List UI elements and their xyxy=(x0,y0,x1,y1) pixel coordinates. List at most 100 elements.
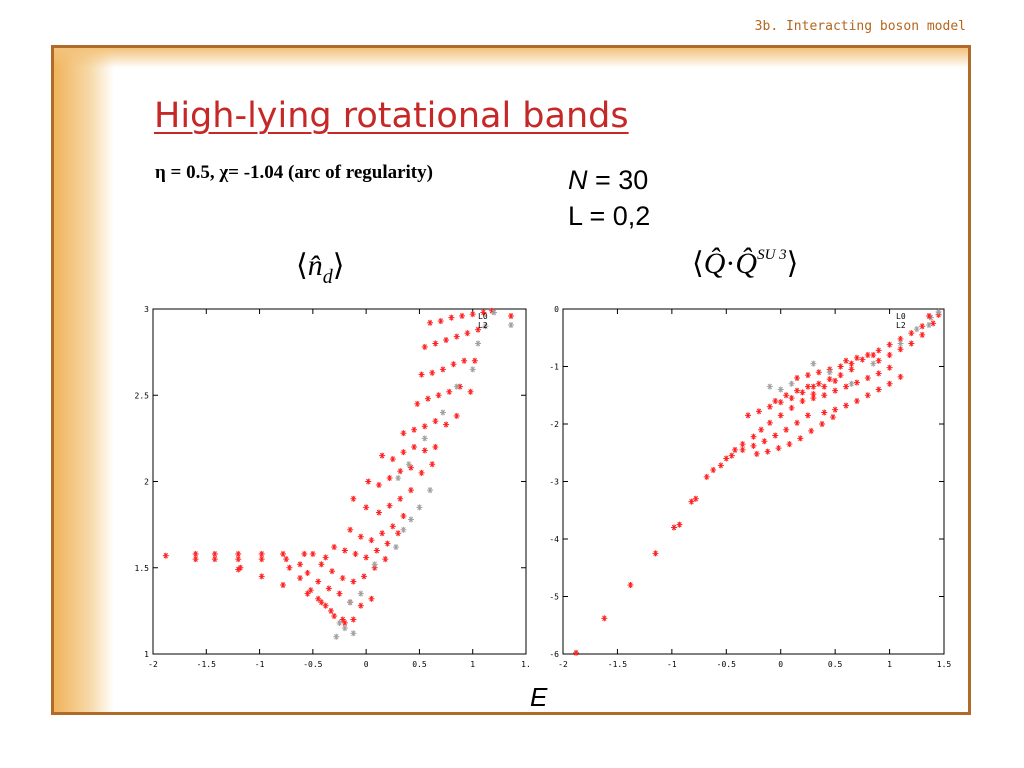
data-point-l0 xyxy=(772,432,779,439)
data-point-l0 xyxy=(750,442,757,449)
data-point-l0 xyxy=(703,473,710,480)
data-point-l0 xyxy=(361,573,368,580)
data-point-l2 xyxy=(475,340,482,347)
data-point-l2 xyxy=(913,326,920,333)
data-point-l0 xyxy=(329,568,336,575)
data-point-l0 xyxy=(280,550,287,557)
data-point-l0 xyxy=(804,372,811,379)
data-point-l0 xyxy=(908,340,915,347)
data-point-l0 xyxy=(717,462,724,469)
legend-label-l0: L0 xyxy=(478,312,488,321)
data-point-l0 xyxy=(397,495,404,502)
data-point-l0 xyxy=(429,369,436,376)
data-point-l0 xyxy=(676,521,683,528)
data-point-l0 xyxy=(304,569,311,576)
nd-sub: d xyxy=(322,266,333,288)
y-tick-label: 0 xyxy=(554,305,559,314)
legend-label-l2: L2 xyxy=(896,321,906,330)
data-point-l0 xyxy=(341,619,348,626)
n-value-line: N = 30 xyxy=(568,162,650,198)
y-tick-label: -6 xyxy=(549,650,559,659)
x-tick-label: 0.5 xyxy=(828,660,843,669)
left-plot-heading: ⟨n̂d⟩ xyxy=(296,248,344,289)
y-tick-label: 2.5 xyxy=(135,391,150,400)
data-point-l2 xyxy=(333,633,340,640)
data-point-l2 xyxy=(427,487,434,494)
data-point-l0 xyxy=(315,595,322,602)
data-point-l0 xyxy=(853,398,860,404)
data-point-l0 xyxy=(258,550,265,557)
data-point-l0 xyxy=(799,389,806,396)
data-point-l0 xyxy=(897,346,904,353)
page-title: High-lying rotational bands xyxy=(154,96,629,136)
data-point-l0 xyxy=(304,590,311,597)
data-point-l2 xyxy=(482,323,489,330)
data-point-l0 xyxy=(421,447,428,454)
data-point-l0 xyxy=(875,347,882,354)
data-point-l0 xyxy=(783,392,790,399)
data-point-l2 xyxy=(777,386,784,393)
data-point-l0 xyxy=(443,421,450,428)
y-tick-label: -5 xyxy=(549,593,559,602)
x-tick-label: -2 xyxy=(558,660,568,669)
data-point-l2 xyxy=(453,383,460,390)
data-point-l0 xyxy=(459,312,466,319)
data-point-l0 xyxy=(777,399,784,406)
data-point-l0 xyxy=(368,537,375,544)
data-point-l0 xyxy=(322,554,329,561)
data-point-l2 xyxy=(897,340,904,347)
data-point-l0 xyxy=(407,487,414,494)
data-point-l0 xyxy=(456,383,463,390)
data-point-l0 xyxy=(211,556,218,563)
data-point-l0 xyxy=(755,408,762,415)
data-point-l0 xyxy=(783,426,790,433)
data-point-l2 xyxy=(371,561,378,568)
data-point-l0 xyxy=(821,392,828,399)
data-point-l0 xyxy=(325,585,332,592)
data-point-l0 xyxy=(357,533,364,540)
data-point-l0 xyxy=(368,595,375,602)
data-point-l0 xyxy=(766,419,773,426)
data-point-l0 xyxy=(799,398,806,404)
data-point-l2 xyxy=(407,516,414,523)
data-point-l0 xyxy=(886,352,893,358)
data-point-l0 xyxy=(710,467,717,473)
data-point-l0 xyxy=(407,464,414,471)
data-point-l0 xyxy=(421,343,428,350)
data-point-l2 xyxy=(336,619,343,626)
data-point-l0 xyxy=(908,330,915,337)
x-tick-label: 1.5 xyxy=(937,660,952,669)
x-tick-label: -0.5 xyxy=(717,660,736,669)
data-point-l2 xyxy=(392,544,399,551)
data-point-l0 xyxy=(843,383,850,390)
data-point-l0 xyxy=(753,450,760,457)
data-point-l0 xyxy=(480,309,487,316)
data-point-l0 xyxy=(443,337,450,344)
data-point-l0 xyxy=(843,402,850,409)
su3-sup: SU 3 xyxy=(757,247,787,263)
data-point-l0 xyxy=(692,495,699,502)
data-point-l0 xyxy=(859,356,866,363)
parameters-text: η = 0.5, χ= -1.04 (arc of regularity) xyxy=(155,162,433,183)
data-point-l0 xyxy=(475,326,482,333)
data-point-l0 xyxy=(671,524,678,531)
data-point-l0 xyxy=(375,509,382,516)
data-point-l0 xyxy=(448,314,455,321)
data-point-l0 xyxy=(739,441,746,448)
data-point-l0 xyxy=(400,513,407,519)
data-point-l0 xyxy=(237,564,244,571)
data-point-l0 xyxy=(307,587,314,594)
data-point-l0 xyxy=(627,582,634,588)
data-point-l2 xyxy=(935,308,942,315)
data-point-l2 xyxy=(810,360,817,367)
data-point-l0 xyxy=(853,354,860,361)
data-point-l0 xyxy=(764,448,771,455)
data-point-l0 xyxy=(786,441,793,448)
data-point-l0 xyxy=(327,607,334,614)
data-point-l0 xyxy=(864,392,871,399)
data-point-l0 xyxy=(379,530,386,537)
data-point-l0 xyxy=(794,375,801,381)
data-point-l0 xyxy=(573,649,580,656)
data-point-l0 xyxy=(739,446,746,453)
data-point-l0 xyxy=(897,373,904,380)
